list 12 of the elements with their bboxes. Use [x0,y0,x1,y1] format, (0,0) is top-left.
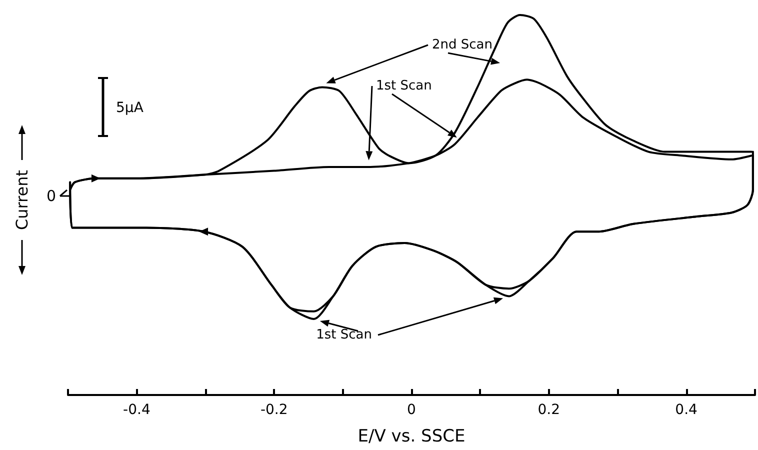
x-axis-title: E/V vs. SSCE [358,426,466,446]
x-tick-label: 0 [407,402,416,418]
x-tick-label: -0.2 [260,402,288,418]
legend-label: 1st Scan [316,328,372,342]
y-axis-title: Current [12,170,32,230]
x-tick-label: -0.4 [123,402,150,418]
x-tick-label: 0.2 [538,402,560,418]
text: 1st Scan [376,78,432,94]
x-tick-label: 0.4 [675,402,698,418]
annotation: 5μA [116,100,144,116]
text: 0 [46,187,56,205]
series-label: 2nd Scan [432,38,492,52]
